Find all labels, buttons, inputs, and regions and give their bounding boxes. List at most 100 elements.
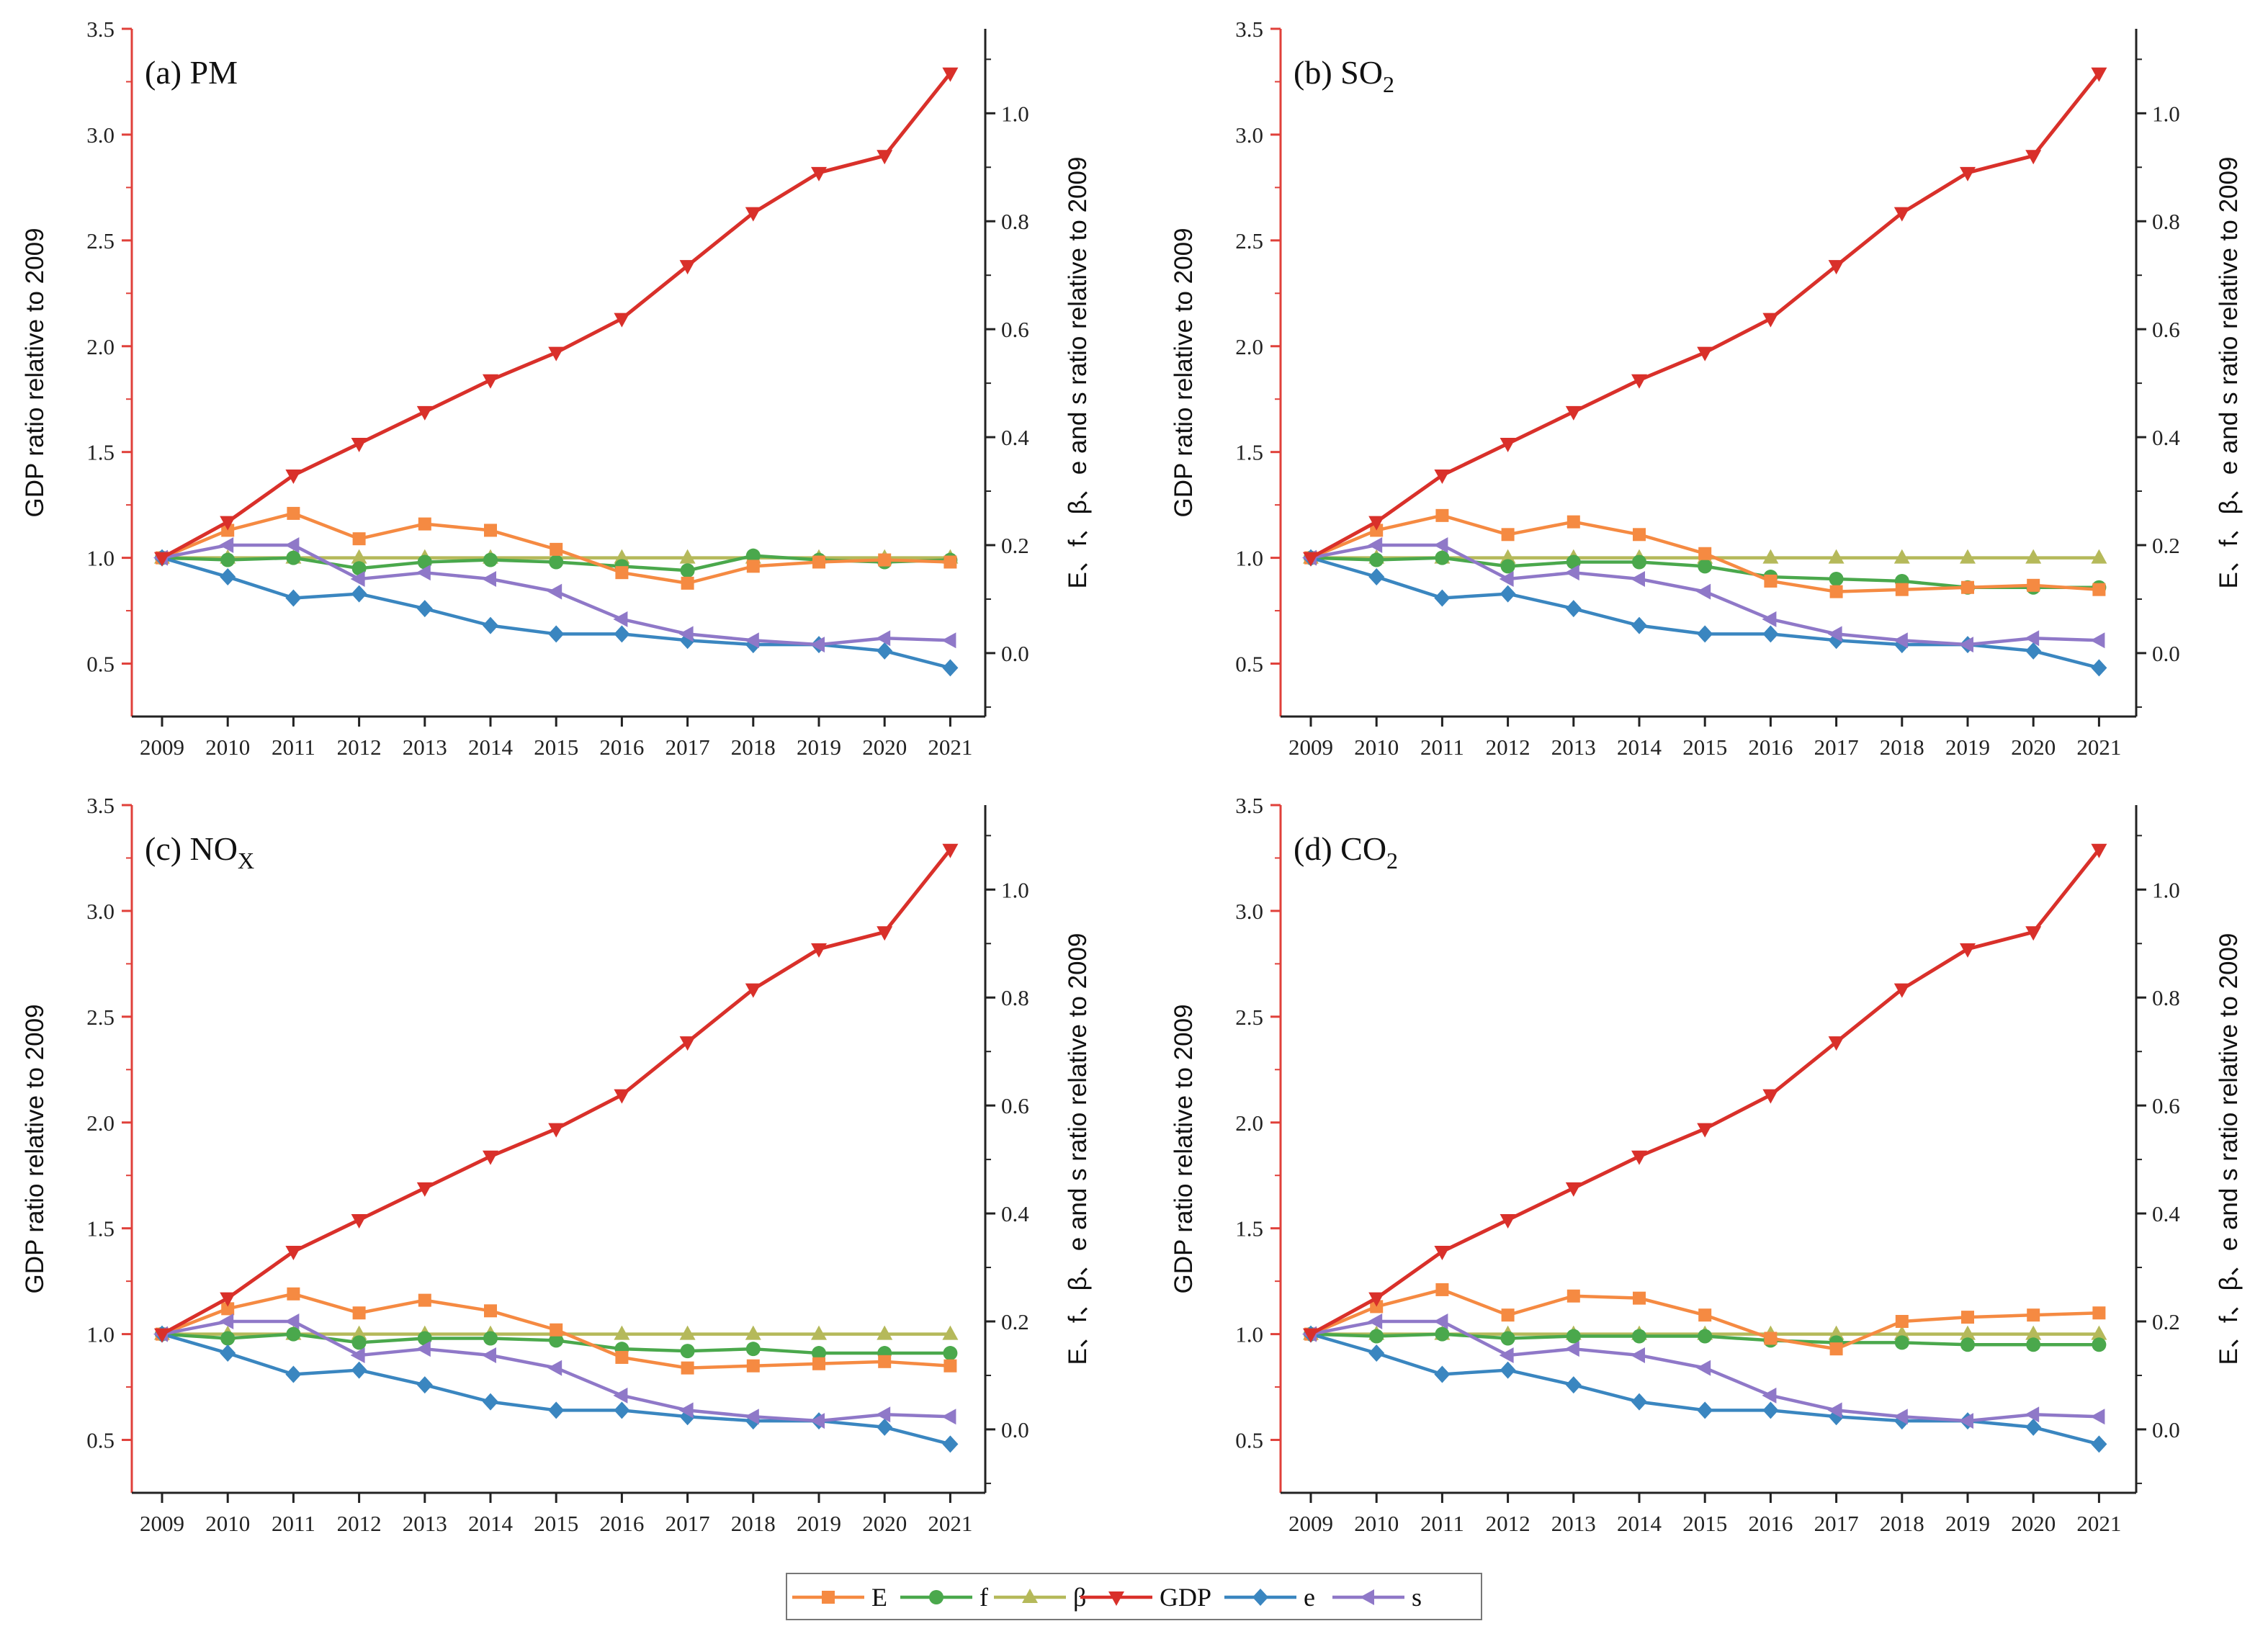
point-GDP — [548, 346, 565, 362]
point-GDP — [1303, 1328, 1319, 1343]
legend-label: GDP — [1160, 1583, 1211, 1612]
left-tick-label: 0.5 — [1235, 1428, 1263, 1453]
x-tick-label: 2010 — [1354, 1511, 1399, 1536]
right-tick-label: 0.0 — [1001, 641, 1029, 666]
point-s — [678, 626, 694, 642]
point-e — [1631, 616, 1647, 634]
point-E — [615, 1350, 629, 1364]
left-tick-label: 1.0 — [1235, 546, 1263, 571]
point-e — [877, 1418, 893, 1436]
right-tick-label: 0.4 — [1001, 1201, 1029, 1226]
point-E — [1764, 574, 1778, 588]
series-line-GDP — [161, 72, 952, 560]
right-tick-label: 0.0 — [1001, 1417, 1029, 1442]
point-e — [285, 589, 302, 607]
point-s — [1564, 1341, 1579, 1357]
x-tick-label: 2014 — [468, 1511, 514, 1536]
point-E — [484, 1304, 497, 1318]
left-tick-label: 3.5 — [86, 17, 115, 42]
x-tick-label: 2018 — [1880, 1511, 1924, 1536]
point-E — [1961, 1311, 1974, 1324]
right-tick-label: 0.4 — [2152, 425, 2180, 450]
point-e — [1631, 1393, 1647, 1411]
x-tick-label: 2019 — [797, 1511, 841, 1536]
x-tick-label: 2020 — [862, 1511, 907, 1536]
point-GDP — [745, 983, 761, 998]
legend-marker — [822, 1591, 835, 1604]
point-s — [1827, 626, 1842, 642]
point-f — [549, 1333, 564, 1348]
x-tick-label: 2009 — [140, 1511, 184, 1536]
point-s — [1696, 583, 1711, 600]
point-e — [1697, 625, 1713, 643]
left-tick-label: 2.5 — [86, 1005, 115, 1030]
point-GDP — [1500, 1213, 1516, 1229]
point-GDP — [154, 1328, 170, 1343]
point-e — [483, 1393, 498, 1411]
legend-label: s — [1412, 1583, 1422, 1612]
point-s — [1433, 536, 1448, 553]
series-s — [153, 1313, 956, 1429]
x-tick-label: 2016 — [599, 1511, 644, 1536]
point-s — [1959, 1413, 1973, 1429]
left-tick-label: 3.5 — [86, 793, 115, 818]
x-tick-label: 2021 — [928, 1511, 972, 1536]
series-E — [1304, 1283, 2106, 1356]
point-GDP — [285, 1246, 302, 1261]
series-s — [1302, 1313, 2105, 1429]
left-tick-label: 1.0 — [86, 1322, 115, 1347]
point-GDP — [220, 1292, 236, 1307]
point-beta — [679, 1325, 696, 1340]
series-GDP — [1303, 843, 2107, 1343]
point-e — [2025, 1418, 2042, 1436]
x-tick-label: 2012 — [337, 735, 382, 760]
point-e — [548, 1401, 565, 1419]
point-GDP — [877, 150, 893, 165]
panel-title: (c) NOX — [145, 830, 254, 874]
point-e — [220, 568, 236, 586]
right-tick-label: 0.8 — [2152, 985, 2180, 1010]
point-GDP — [1434, 470, 1451, 485]
point-e — [2025, 642, 2042, 660]
point-E — [418, 1293, 431, 1307]
point-GDP — [548, 1123, 565, 1138]
point-f — [286, 1326, 301, 1342]
right-tick-label: 0.6 — [1001, 1093, 1029, 1118]
x-tick-label: 2017 — [1814, 735, 1859, 760]
legend-item-GDP: GDP — [1080, 1583, 1211, 1612]
series-f — [155, 1326, 958, 1361]
point-s — [941, 1409, 956, 1425]
point-f — [745, 548, 761, 563]
x-tick-label: 2020 — [862, 735, 907, 760]
point-e — [1500, 585, 1516, 603]
series-f — [1304, 1326, 2107, 1352]
point-E — [812, 1357, 825, 1370]
left-tick-label: 0.5 — [86, 652, 115, 677]
panel-2: 0.5 1.0 1.5 2.0 2.5 3.0 3.5 0.0 0.2 0.4 0.6 0.8 1.0 2… — [1170, 17, 2243, 760]
x-tick-label: 2021 — [928, 735, 972, 760]
point-f — [680, 1344, 695, 1359]
x-tick-label: 2011 — [1420, 735, 1464, 760]
point-GDP — [416, 1182, 433, 1197]
left-tick-label: 1.5 — [86, 440, 115, 465]
point-e — [2091, 1435, 2107, 1453]
point-f — [2092, 1337, 2107, 1352]
point-e — [614, 1401, 630, 1419]
point-e — [416, 600, 433, 618]
x-tick-label: 2013 — [1551, 1511, 1596, 1536]
panel-3: 0.5 1.0 1.5 2.0 2.5 3.0 3.5 0.0 0.2 0.4 0.6 0.8 1.0 2… — [21, 793, 1092, 1536]
x-tick-label: 2014 — [1617, 735, 1662, 760]
point-beta — [942, 1325, 959, 1340]
legend-marker — [1360, 1589, 1374, 1605]
legend-marker — [1252, 1589, 1268, 1606]
x-tick-label: 2009 — [1288, 735, 1333, 760]
right-tick-label: 0.6 — [2152, 317, 2180, 342]
legend-marker — [1022, 1589, 1038, 1603]
point-s — [1631, 571, 1645, 587]
series-line-GDP — [161, 848, 952, 1336]
left-axis-label: GDP ratio relative to 2009 — [1170, 1004, 1198, 1293]
point-f — [1500, 559, 1515, 574]
point-e — [220, 1344, 236, 1362]
series-line-e — [1310, 1332, 2099, 1446]
